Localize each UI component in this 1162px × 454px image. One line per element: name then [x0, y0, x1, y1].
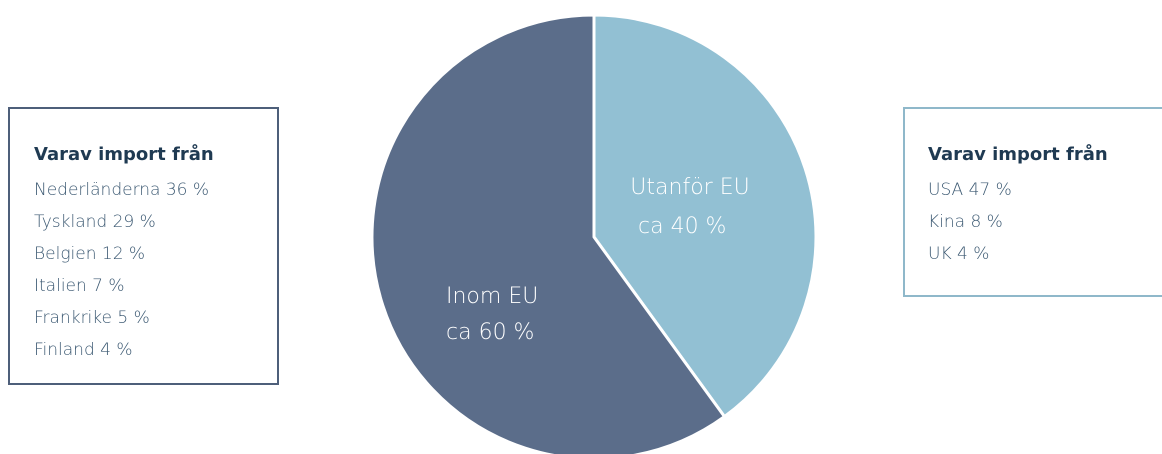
info-box: [903, 107, 1162, 297]
box-item: Finland 4 %: [34, 340, 133, 360]
box-item: Kina 8 %: [928, 212, 1003, 232]
slice-label: Utanför EU: [630, 175, 749, 200]
box-title: Varav import från: [928, 143, 1108, 165]
box-item: Frankrike 5 %: [34, 308, 150, 328]
box-title: Varav import från: [34, 143, 214, 165]
slice-label: Inom EU: [446, 284, 538, 309]
box-item: Nederländerna 36 %: [34, 180, 209, 200]
box-item: Belgien 12 %: [34, 244, 145, 264]
info-box: [8, 107, 279, 385]
pie-slice: [592, 13, 818, 419]
box-item: USA 47 %: [928, 180, 1012, 200]
slice-value-label: ca 40 %: [638, 214, 726, 239]
pie-slice: [370, 13, 726, 454]
box-item: UK 4 %: [928, 244, 989, 264]
box-item: Tyskland 29 %: [34, 212, 156, 232]
slice-value-label: ca 60 %: [446, 320, 534, 345]
box-item: Italien 7 %: [34, 276, 125, 296]
